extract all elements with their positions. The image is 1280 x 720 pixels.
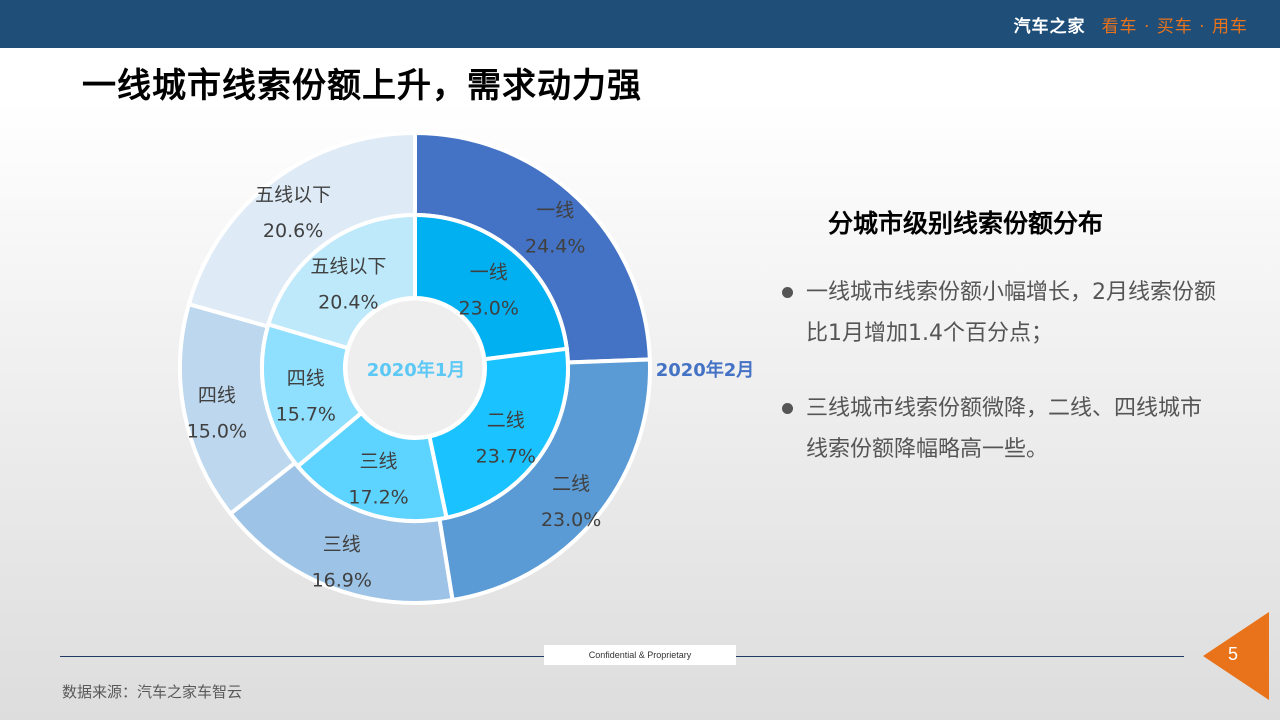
segment-category-label: 四线 — [287, 368, 325, 390]
brand-name: 汽车之家 — [1013, 17, 1086, 37]
segment-value-label: 15.0% — [187, 420, 247, 442]
segment-category-label: 二线 — [552, 473, 590, 495]
insight-bullet-1: 一线城市线索份额小幅增长，2月线索份额比1月增加1.4个百分点； — [782, 272, 1222, 354]
segment-value-label: 23.7% — [476, 446, 536, 468]
segment-value-label: 16.9% — [312, 569, 372, 591]
segment-category-label: 四线 — [198, 384, 236, 406]
segment-value-label: 17.2% — [348, 486, 408, 508]
donut-hole — [344, 297, 486, 439]
segment-value-label: 23.0% — [541, 509, 601, 531]
segment-labels: 一线 23.0% 二线 23.7% 三线 17.2% 四线 15.7% 五线以下 20.4% 一线 2… — [187, 184, 602, 591]
segment-category-label: 三线 — [323, 533, 361, 555]
data-source: 数据来源：汽车之家车智云 — [62, 683, 243, 701]
insight-list: 一线城市线索份额小幅增长，2月线索份额比1月增加1.4个百分点； 三线城市线索份… — [782, 272, 1222, 504]
segment-category-label: 一线 — [536, 200, 574, 222]
top-banner: 汽车之家 看车 · 买车 · 用车 — [0, 0, 1280, 48]
inner-ring-2020-jan — [260, 212, 570, 523]
brand-slogan: 看车 · 买车 · 用车 — [1101, 17, 1248, 37]
page-title: 一线城市线索份额上升，需求动力强 — [82, 66, 642, 106]
segment-value-label: 20.4% — [318, 292, 378, 314]
brand: 汽车之家 看车 · 买车 · 用车 — [1014, 12, 1248, 37]
outer-ring-label: 2020年2月 — [656, 359, 755, 381]
segment-category-label: 三线 — [360, 450, 398, 472]
insight-bullet-2: 三线城市线索份额微降，二线、四线城市线索份额降幅略高一些。 — [782, 388, 1222, 470]
segment-value-label: 23.0% — [459, 297, 519, 319]
inner-ring-label: 2020年1月 — [367, 359, 466, 381]
segment-category-label: 一线 — [470, 261, 508, 283]
segment-category-label: 二线 — [487, 410, 525, 432]
segment-value-label: 24.4% — [525, 236, 585, 258]
panel-title: 分城市级别线索份额分布 — [828, 209, 1104, 238]
segment-category-label: 五线以下 — [310, 256, 386, 278]
page-number: 5 — [1228, 644, 1239, 664]
segment-category-label: 五线以下 — [255, 184, 331, 206]
confidential-label: Confidential & Proprietary — [544, 645, 736, 665]
segment-value-label: 15.7% — [276, 404, 336, 426]
segment-value-label: 20.6% — [263, 220, 323, 242]
page-number-triangle-icon — [1203, 612, 1269, 700]
